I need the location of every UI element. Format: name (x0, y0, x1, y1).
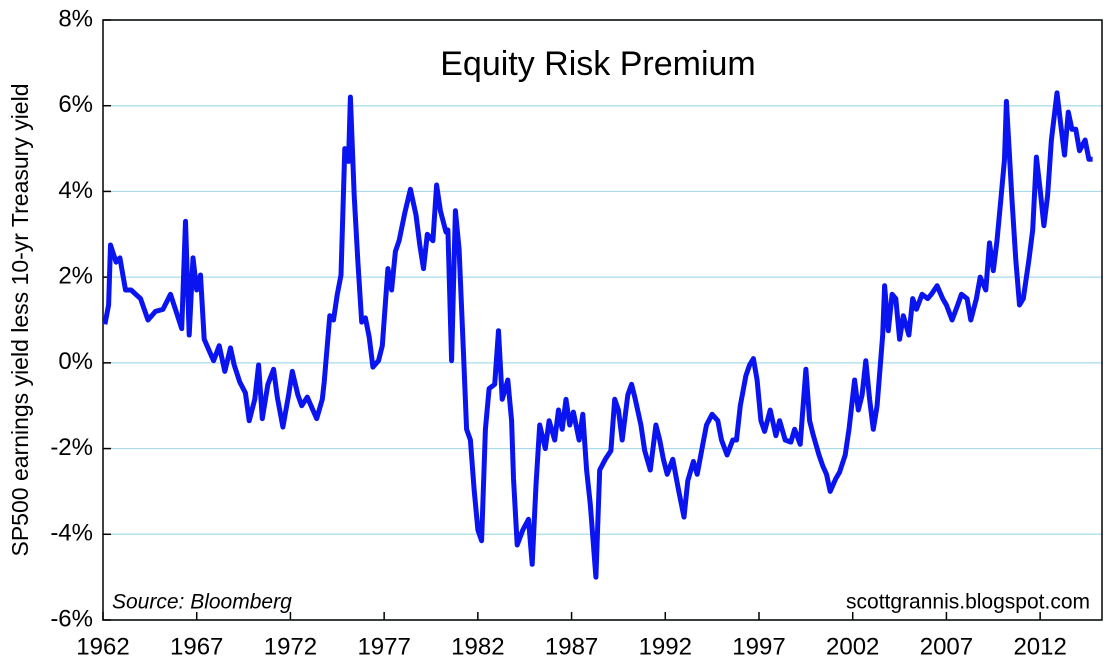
x-tick-label: 1962 (76, 633, 129, 660)
data-line (102, 90, 1093, 580)
plot-frame (102, 19, 1103, 621)
x-tick-label: 2002 (826, 633, 879, 660)
x-tick-label: 2012 (1013, 633, 1066, 660)
y-tick-label: 0% (58, 348, 93, 375)
x-tick-label: 1992 (639, 633, 692, 660)
y-tick-label: 2% (58, 262, 93, 289)
y-tick-label: 4% (58, 177, 93, 204)
y-tick-label: -4% (50, 520, 93, 547)
y-tick-label: 6% (58, 91, 93, 118)
y-axis-label: SP500 earnings yield less 10-yr Treasury… (7, 83, 33, 556)
source-note: Source: Bloomberg (112, 591, 292, 614)
chart-title: Equity Risk Premium (440, 45, 756, 83)
y-tick-label: -6% (50, 605, 93, 632)
credit-note: scottgrannis.blogspot.com (846, 591, 1090, 614)
x-tick-label: 1967 (170, 633, 223, 660)
y-tick-label: -2% (50, 434, 93, 461)
y-tick-label: 8% (58, 5, 93, 32)
x-tick-label: 1972 (264, 633, 317, 660)
x-tick-label: 1997 (732, 633, 785, 660)
x-tick-label: 2007 (920, 633, 973, 660)
x-tick-label: 1987 (545, 633, 598, 660)
x-tick-label: 1977 (357, 633, 410, 660)
x-tick-label: 1982 (451, 633, 504, 660)
